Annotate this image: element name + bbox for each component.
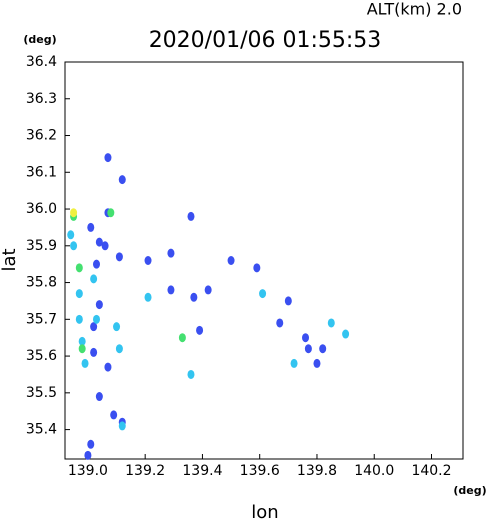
- echo-point: [90, 274, 98, 284]
- echo-point: [101, 241, 109, 251]
- x-tick-label: 139.6: [240, 463, 280, 479]
- echo-point: [90, 322, 98, 332]
- echo-point: [144, 256, 152, 265]
- echo-point: [284, 296, 292, 306]
- echo-point: [95, 300, 103, 310]
- y-tick-label: 36.3: [26, 91, 57, 107]
- echo-point: [196, 325, 204, 335]
- echo-point: [95, 237, 103, 247]
- echo-point: [92, 259, 100, 269]
- echo-point: [167, 285, 175, 295]
- echo-point: [167, 248, 175, 258]
- y-tick-label: 35.4: [26, 422, 57, 438]
- echo-point: [75, 289, 83, 299]
- echo-point: [319, 344, 327, 354]
- echo-point: [178, 333, 186, 343]
- echo-point: [107, 208, 115, 218]
- x-tick-label: 139.8: [297, 463, 337, 479]
- altitude-label: ALT(km) 2.0: [367, 0, 462, 19]
- echo-point: [302, 333, 310, 343]
- x-unit: (deg): [453, 484, 486, 497]
- echo-point: [87, 222, 95, 232]
- echo-point: [253, 263, 261, 273]
- y-tick-label: 35.6: [26, 348, 57, 364]
- echo-point: [110, 410, 118, 420]
- echo-point: [67, 230, 75, 240]
- y-unit: (deg): [23, 33, 56, 46]
- x-tick-label: 140.0: [354, 463, 394, 479]
- echo-point: [290, 358, 298, 368]
- echo-point: [78, 344, 86, 354]
- echo-point: [70, 208, 78, 218]
- y-axis-label: lat: [0, 248, 20, 271]
- y-tick-label: 36.4: [26, 54, 57, 70]
- echo-point: [144, 292, 152, 302]
- y-tick-label: 35.7: [26, 311, 57, 327]
- echo-point: [190, 292, 198, 302]
- x-tick-label: 139.4: [182, 463, 222, 479]
- y-tick-label: 35.5: [26, 385, 57, 401]
- echo-point: [90, 347, 98, 357]
- echo-point: [104, 362, 112, 372]
- echo-point: [259, 289, 267, 299]
- y-tick-label: 36.0: [26, 201, 57, 217]
- echo-point: [75, 314, 83, 324]
- y-tick-label: 35.8: [26, 275, 57, 291]
- echo-point: [115, 252, 123, 262]
- echo-point: [104, 153, 112, 163]
- x-tick-label: 139.0: [68, 463, 108, 479]
- echo-point: [118, 421, 126, 431]
- echo-point: [81, 358, 89, 368]
- echo-point: [313, 358, 321, 368]
- echo-point: [187, 211, 195, 221]
- x-tick-label: 140.2: [411, 463, 451, 479]
- echo-point: [227, 256, 235, 265]
- x-tick-label: 139.2: [125, 463, 165, 479]
- echo-point: [75, 263, 83, 273]
- chart-title: 2020/01/06 01:55:53: [149, 28, 382, 53]
- y-tick-label: 36.1: [26, 164, 57, 180]
- echo-point: [276, 318, 284, 328]
- echo-point: [115, 344, 123, 354]
- echo-point: [92, 314, 100, 324]
- echo-point: [87, 439, 95, 449]
- echo-point: [78, 336, 86, 346]
- echo-point: [204, 285, 212, 295]
- plot-frame: [64, 61, 464, 460]
- echo-point: [304, 344, 312, 354]
- y-tick-label: 36.2: [26, 128, 57, 144]
- echo-point: [113, 322, 121, 332]
- echo-point: [327, 318, 335, 328]
- x-axis-label: lon: [251, 502, 278, 521]
- y-tick-label: 35.9: [26, 238, 57, 254]
- echo-point: [118, 175, 126, 185]
- echo-point: [84, 450, 92, 460]
- echo-point: [70, 241, 78, 251]
- echo-point: [187, 369, 195, 379]
- echo-point: [95, 392, 103, 402]
- echo-point: [342, 329, 350, 339]
